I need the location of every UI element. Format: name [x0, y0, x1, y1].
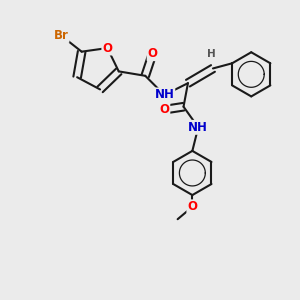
- Text: O: O: [102, 42, 112, 55]
- Text: O: O: [159, 103, 170, 116]
- Text: O: O: [148, 47, 158, 60]
- Text: NH: NH: [154, 88, 174, 101]
- Text: H: H: [207, 49, 216, 59]
- Text: Br: Br: [54, 29, 68, 42]
- Text: O: O: [188, 200, 197, 213]
- Text: NH: NH: [188, 121, 208, 134]
